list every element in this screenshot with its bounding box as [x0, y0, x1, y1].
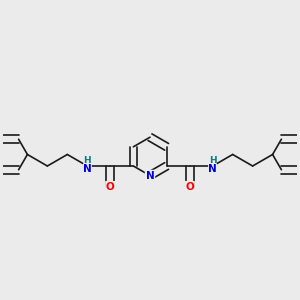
Text: N: N	[208, 164, 217, 174]
Text: O: O	[106, 182, 115, 192]
Text: N: N	[146, 171, 154, 181]
Text: O: O	[185, 182, 194, 192]
Text: H: H	[83, 156, 91, 165]
Text: N: N	[83, 164, 92, 174]
Text: H: H	[209, 156, 217, 165]
